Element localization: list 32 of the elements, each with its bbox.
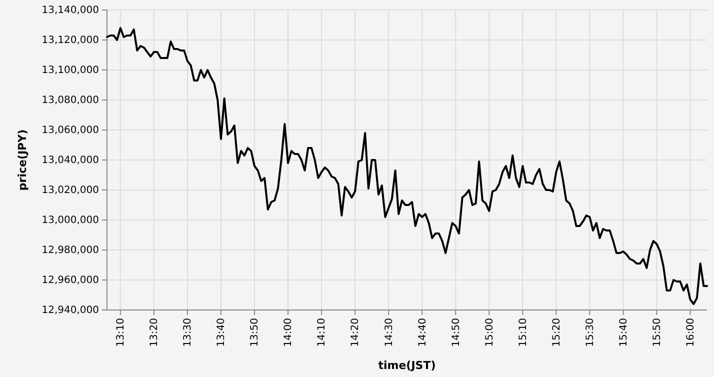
y-tick-label: 13,140,000 — [42, 5, 99, 16]
x-tick-label: 15:00 — [484, 318, 496, 347]
x-tick-label: 13:30 — [182, 318, 194, 347]
y-tick-label: 13,060,000 — [42, 125, 99, 136]
y-axis-title: price(JPY) — [16, 129, 29, 191]
y-tick-label: 12,980,000 — [42, 245, 99, 256]
x-axis-title: time(JST) — [378, 359, 436, 372]
line-series — [106, 27, 708, 305]
x-tick-label: 15:30 — [584, 318, 596, 347]
x-tick-label: 14:30 — [384, 318, 395, 347]
x-tick-label: 15:40 — [618, 318, 630, 347]
y-tick-label: 13,040,000 — [42, 155, 99, 166]
y-tick-label: 13,100,000 — [42, 65, 99, 76]
x-tick-label: 13:50 — [250, 318, 261, 347]
y-tick-label: 13,080,000 — [42, 95, 99, 106]
x-tick-label: 14:40 — [417, 318, 428, 347]
y-tick-label: 12,960,000 — [42, 275, 99, 286]
x-tick-label: 14:00 — [283, 318, 294, 347]
x-tick-label: 15:10 — [518, 318, 529, 347]
x-tick-label: 13:10 — [116, 318, 127, 347]
x-tick-label: 13:40 — [216, 318, 228, 347]
y-tick-label: 13,120,000 — [42, 35, 99, 46]
y-tick-label: 12,940,000 — [42, 305, 99, 316]
y-tick-label: 13,000,000 — [42, 215, 99, 226]
x-tick-label: 13:20 — [149, 318, 160, 347]
x-tick-label: 14:50 — [450, 318, 462, 347]
x-tick-label: 14:10 — [316, 318, 328, 347]
x-tick-label: 15:20 — [551, 318, 562, 347]
x-tick-label: 14:20 — [350, 318, 362, 347]
x-tick-label: 15:50 — [652, 318, 663, 347]
y-tick-label: 13,020,000 — [42, 185, 99, 196]
x-tick-label: 16:00 — [685, 318, 696, 347]
